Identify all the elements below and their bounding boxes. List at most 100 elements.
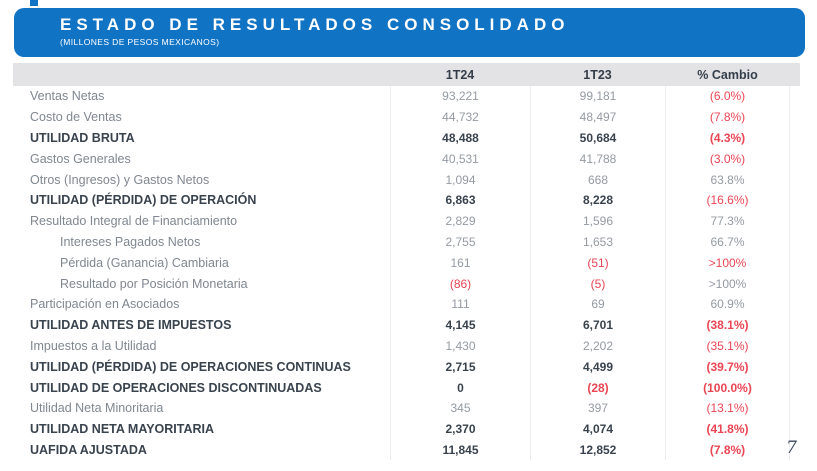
row-label: UTILIDAD (PÉRDIDA) DE OPERACIONES CONTIN… xyxy=(30,359,351,374)
value-1t24: 111 xyxy=(390,293,530,315)
title-banner: ESTADO DE RESULTADOS CONSOLIDADO (MILLON… xyxy=(14,8,805,57)
row-label: Pérdida (Ganancia) Cambiaria xyxy=(60,255,229,270)
row-label: Costo de Ventas xyxy=(30,110,122,125)
value-cambio: >100% xyxy=(665,273,790,294)
row-label: Utilidad Neta Minoritaria xyxy=(30,401,164,416)
value-1t23: 48,497 xyxy=(530,106,665,128)
value-cambio: (6.0%) xyxy=(665,86,790,107)
value-cambio: (41.8%) xyxy=(665,418,790,440)
table-row: UAFIDA AJUSTADA 11,845 12,852 (7.8%) xyxy=(13,439,790,461)
value-1t23: 50,684 xyxy=(530,127,665,149)
value-1t24: 6,863 xyxy=(390,189,530,211)
value-1t24: 161 xyxy=(390,252,530,274)
value-1t24: 40,531 xyxy=(390,148,530,170)
table-row: Impuestos a la Utilidad 1,430 2,202 (35.… xyxy=(13,335,790,357)
value-1t23: 397 xyxy=(530,397,665,419)
value-cambio: (7.8%) xyxy=(665,106,790,128)
row-label: UTILIDAD ANTES DE IMPUESTOS xyxy=(30,318,232,333)
value-1t24: 1,094 xyxy=(390,169,530,190)
table-row: Participación en Asociados 111 69 60.9% xyxy=(13,293,790,315)
table-row: Pérdida (Ganancia) Cambiaria 161 (51) >1… xyxy=(13,252,790,274)
value-1t23: 4,499 xyxy=(530,356,665,378)
value-cambio: (7.8%) xyxy=(665,439,790,461)
value-1t24: 44,732 xyxy=(390,106,530,128)
table-row: Gastos Generales 40,531 41,788 (3.0%) xyxy=(13,148,790,170)
table-row: Otros (Ingresos) y Gastos Netos 1,094 66… xyxy=(13,169,790,190)
table-row: Costo de Ventas 44,732 48,497 (7.8%) xyxy=(13,106,790,128)
value-cambio: 77.3% xyxy=(665,210,790,232)
table-row: Utilidad Neta Minoritaria 345 397 (13.1%… xyxy=(13,397,790,419)
table-body: Ventas Netas 93,221 99,181 (6.0%) Costo … xyxy=(13,86,790,461)
value-1t23: 6,701 xyxy=(530,314,665,336)
table-row: UTILIDAD ANTES DE IMPUESTOS 4,145 6,701 … xyxy=(13,314,790,336)
value-1t23: (51) xyxy=(530,252,665,274)
page-subtitle: (MILLONES DE PESOS MEXICANOS) xyxy=(60,37,220,47)
value-cambio: 63.8% xyxy=(665,169,790,190)
row-label: UTILIDAD NETA MAYORITARIA xyxy=(30,422,215,437)
value-cambio: 66.7% xyxy=(665,231,790,253)
value-1t23: (5) xyxy=(530,273,665,294)
value-1t23: 99,181 xyxy=(530,86,665,107)
table-row: UTILIDAD DE OPERACIONES DISCONTINUADAS 0… xyxy=(13,377,790,398)
value-cambio: (3.0%) xyxy=(665,148,790,170)
value-cambio: 60.9% xyxy=(665,293,790,315)
value-1t23: 4,074 xyxy=(530,418,665,440)
page-title: ESTADO DE RESULTADOS CONSOLIDADO xyxy=(60,15,570,34)
value-1t24: 2,715 xyxy=(390,356,530,378)
value-1t24: 2,755 xyxy=(390,231,530,253)
value-cambio: (13.1%) xyxy=(665,397,790,419)
value-1t23: 2,202 xyxy=(530,335,665,357)
value-1t23: (28) xyxy=(530,377,665,398)
value-1t23: 668 xyxy=(530,169,665,190)
table-row: Resultado por Posición Monetaria (86) (5… xyxy=(13,273,790,294)
table-row: Ventas Netas 93,221 99,181 (6.0%) xyxy=(13,86,790,107)
row-label: Gastos Generales xyxy=(30,151,131,166)
table-row: Intereses Pagados Netos 2,755 1,653 66.7… xyxy=(13,231,790,253)
value-cambio: (4.3%) xyxy=(665,127,790,149)
value-1t23: 41,788 xyxy=(530,148,665,170)
row-label: Intereses Pagados Netos xyxy=(60,234,201,249)
row-label: UTILIDAD DE OPERACIONES DISCONTINUADAS xyxy=(30,380,322,395)
row-label: Resultado Integral de Financiamiento xyxy=(30,214,238,229)
value-cambio: >100% xyxy=(665,252,790,274)
row-label: Impuestos a la Utilidad xyxy=(30,338,157,353)
table-row: UTILIDAD NETA MAYORITARIA 2,370 4,074 (4… xyxy=(13,418,790,440)
table-row: UTILIDAD (PÉRDIDA) DE OPERACIONES CONTIN… xyxy=(13,356,790,378)
value-cambio: (39.7%) xyxy=(665,356,790,378)
value-cambio: (38.1%) xyxy=(665,314,790,336)
value-1t24: 48,488 xyxy=(390,127,530,149)
value-1t24: 2,829 xyxy=(390,210,530,232)
value-1t23: 1,653 xyxy=(530,231,665,253)
table-row: UTILIDAD (PÉRDIDA) DE OPERACIÓN 6,863 8,… xyxy=(13,189,790,211)
value-1t24: 0 xyxy=(390,377,530,398)
value-1t24: 93,221 xyxy=(390,86,530,107)
value-1t24: 11,845 xyxy=(390,439,530,461)
table-header: 1T24 1T23 % Cambio xyxy=(13,63,800,86)
value-1t24: 1,430 xyxy=(390,335,530,357)
value-1t23: 8,228 xyxy=(530,189,665,211)
row-label: UTILIDAD (PÉRDIDA) DE OPERACIÓN xyxy=(30,193,257,208)
row-label: Resultado por Posición Monetaria xyxy=(60,276,248,291)
value-cambio: (35.1%) xyxy=(665,335,790,357)
value-1t23: 69 xyxy=(530,293,665,315)
row-label: UAFIDA AJUSTADA xyxy=(30,442,147,457)
value-1t23: 12,852 xyxy=(530,439,665,461)
row-label: Participación en Asociados xyxy=(30,297,180,312)
table-row: Resultado Integral de Financiamiento 2,8… xyxy=(13,210,790,232)
value-1t24: 2,370 xyxy=(390,418,530,440)
value-1t23: 1,596 xyxy=(530,210,665,232)
table-row: UTILIDAD BRUTA 48,488 50,684 (4.3%) xyxy=(13,127,790,149)
col-header-1t23: 1T23 xyxy=(583,67,612,82)
value-cambio: (100.0%) xyxy=(665,377,790,398)
value-1t24: 4,145 xyxy=(390,314,530,336)
value-1t24: 345 xyxy=(390,397,530,419)
row-label: UTILIDAD BRUTA xyxy=(30,130,135,145)
col-header-cambio: % Cambio xyxy=(697,67,758,82)
value-cambio: (16.6%) xyxy=(665,189,790,211)
row-label: Otros (Ingresos) y Gastos Netos xyxy=(30,172,210,187)
page-number: 7 xyxy=(786,438,797,458)
row-label: Ventas Netas xyxy=(30,89,105,104)
accent-tick xyxy=(30,0,38,6)
col-header-1t24: 1T24 xyxy=(445,67,475,82)
